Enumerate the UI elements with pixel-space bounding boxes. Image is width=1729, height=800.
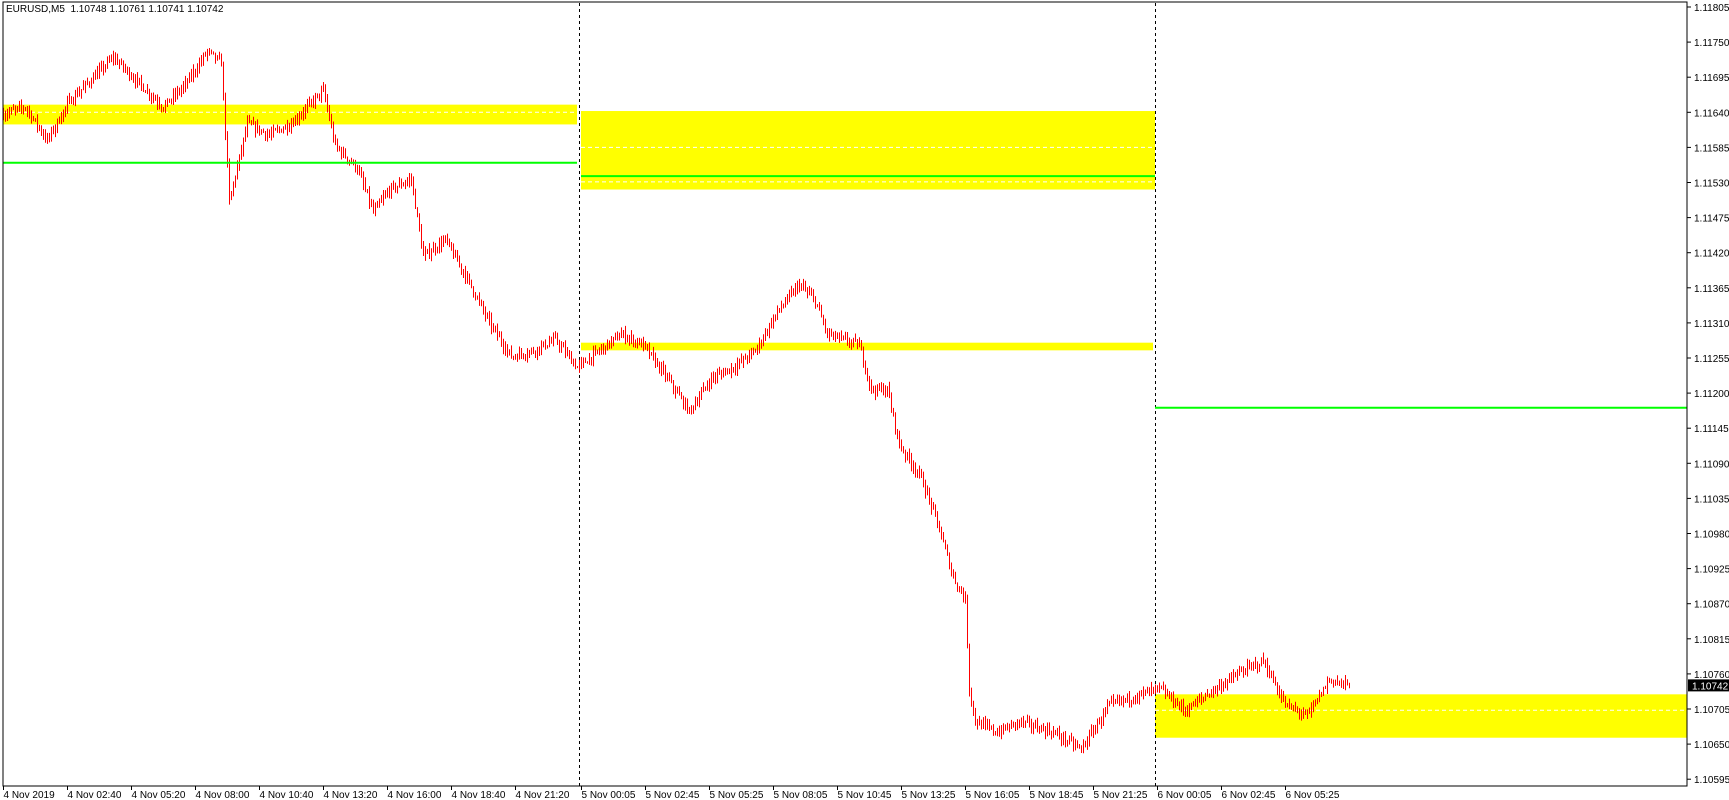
y-tick-label: 1.11585 (1694, 143, 1729, 154)
current-price-badge (1688, 679, 1729, 692)
y-tick-label: 1.11750 (1694, 38, 1729, 49)
y-tick-label: 1.11090 (1694, 459, 1729, 470)
x-tick-label: 5 Nov 21:25 (1094, 790, 1148, 800)
x-tick-label: 4 Nov 2019 (4, 790, 56, 800)
y-tick-label: 1.11475 (1694, 214, 1729, 225)
x-tick-label: 4 Nov 10:40 (260, 790, 314, 800)
y-tick-label: 1.11035 (1694, 494, 1729, 505)
x-tick-label: 4 Nov 16:00 (388, 790, 442, 800)
y-tick-label: 1.10650 (1694, 740, 1729, 751)
y-tick-label: 1.10595 (1694, 775, 1729, 786)
support-resistance-zone (3, 104, 577, 125)
y-tick-label: 1.11365 (1694, 284, 1729, 295)
x-tick-label: 5 Nov 08:05 (774, 790, 828, 800)
y-tick-label: 1.11145 (1694, 424, 1729, 435)
y-tick-label: 1.11200 (1694, 389, 1729, 400)
ohlc-readout: 1.10748 1.10761 1.10741 1.10742 (70, 4, 224, 15)
x-tick-label: 4 Nov 05:20 (132, 790, 186, 800)
x-tick-label: 5 Nov 00:05 (582, 790, 636, 800)
y-tick-label: 1.11640 (1694, 108, 1729, 119)
current-price-label: 1.10742 (1692, 681, 1729, 692)
chart-title: EURUSD,M5 1.10748 1.10761 1.10741 1.1074… (6, 4, 223, 15)
symbol-label: EURUSD,M5 (6, 4, 65, 15)
x-tick-label: 4 Nov 13:20 (324, 790, 378, 800)
x-tick-label: 6 Nov 05:25 (1286, 790, 1340, 800)
support-resistance-zone (581, 111, 1155, 190)
x-tick-label: 5 Nov 13:25 (902, 790, 956, 800)
y-tick-label: 1.10760 (1694, 670, 1729, 681)
x-tick-label: 6 Nov 00:05 (1158, 790, 1212, 800)
support-resistance-zone (581, 342, 1153, 351)
y-tick-label: 1.11255 (1694, 354, 1729, 365)
y-tick-label: 1.11805 (1694, 3, 1729, 14)
x-tick-label: 4 Nov 18:40 (452, 790, 506, 800)
x-tick-label: 4 Nov 21:20 (516, 790, 570, 800)
x-tick-label: 4 Nov 02:40 (68, 790, 122, 800)
x-tick-label: 5 Nov 16:05 (966, 790, 1020, 800)
x-tick-label: 5 Nov 02:45 (646, 790, 700, 800)
x-tick-label: 6 Nov 02:45 (1222, 790, 1276, 800)
y-tick-label: 1.10980 (1694, 530, 1729, 541)
x-tick-label: 5 Nov 18:45 (1030, 790, 1084, 800)
y-tick-label: 1.11420 (1694, 249, 1729, 260)
support-resistance-zone (1155, 694, 1687, 738)
y-tick-label: 1.10925 (1694, 565, 1729, 576)
y-tick-label: 1.10870 (1694, 600, 1729, 611)
y-tick-label: 1.11310 (1694, 319, 1729, 330)
y-tick-label: 1.11695 (1694, 73, 1729, 84)
plot-frame (2, 1, 1688, 787)
y-tick-label: 1.10705 (1694, 705, 1729, 716)
y-tick-label: 1.11530 (1694, 179, 1729, 190)
x-tick-label: 5 Nov 05:25 (710, 790, 764, 800)
y-tick-label: 1.10815 (1694, 635, 1729, 646)
x-tick-label: 5 Nov 10:45 (838, 790, 892, 800)
x-tick-label: 4 Nov 08:00 (196, 790, 250, 800)
